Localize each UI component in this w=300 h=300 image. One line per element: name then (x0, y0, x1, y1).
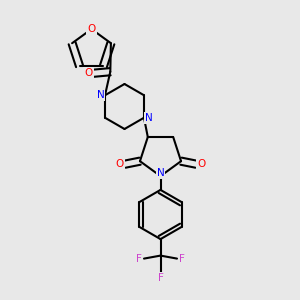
Text: N: N (157, 168, 164, 178)
Text: O: O (197, 159, 206, 169)
Text: F: F (179, 254, 185, 264)
Text: F: F (158, 273, 164, 283)
Text: O: O (116, 159, 124, 169)
Text: O: O (84, 68, 92, 78)
Text: O: O (87, 24, 96, 34)
Text: N: N (97, 90, 104, 100)
Text: N: N (145, 113, 152, 123)
Text: F: F (136, 254, 142, 264)
